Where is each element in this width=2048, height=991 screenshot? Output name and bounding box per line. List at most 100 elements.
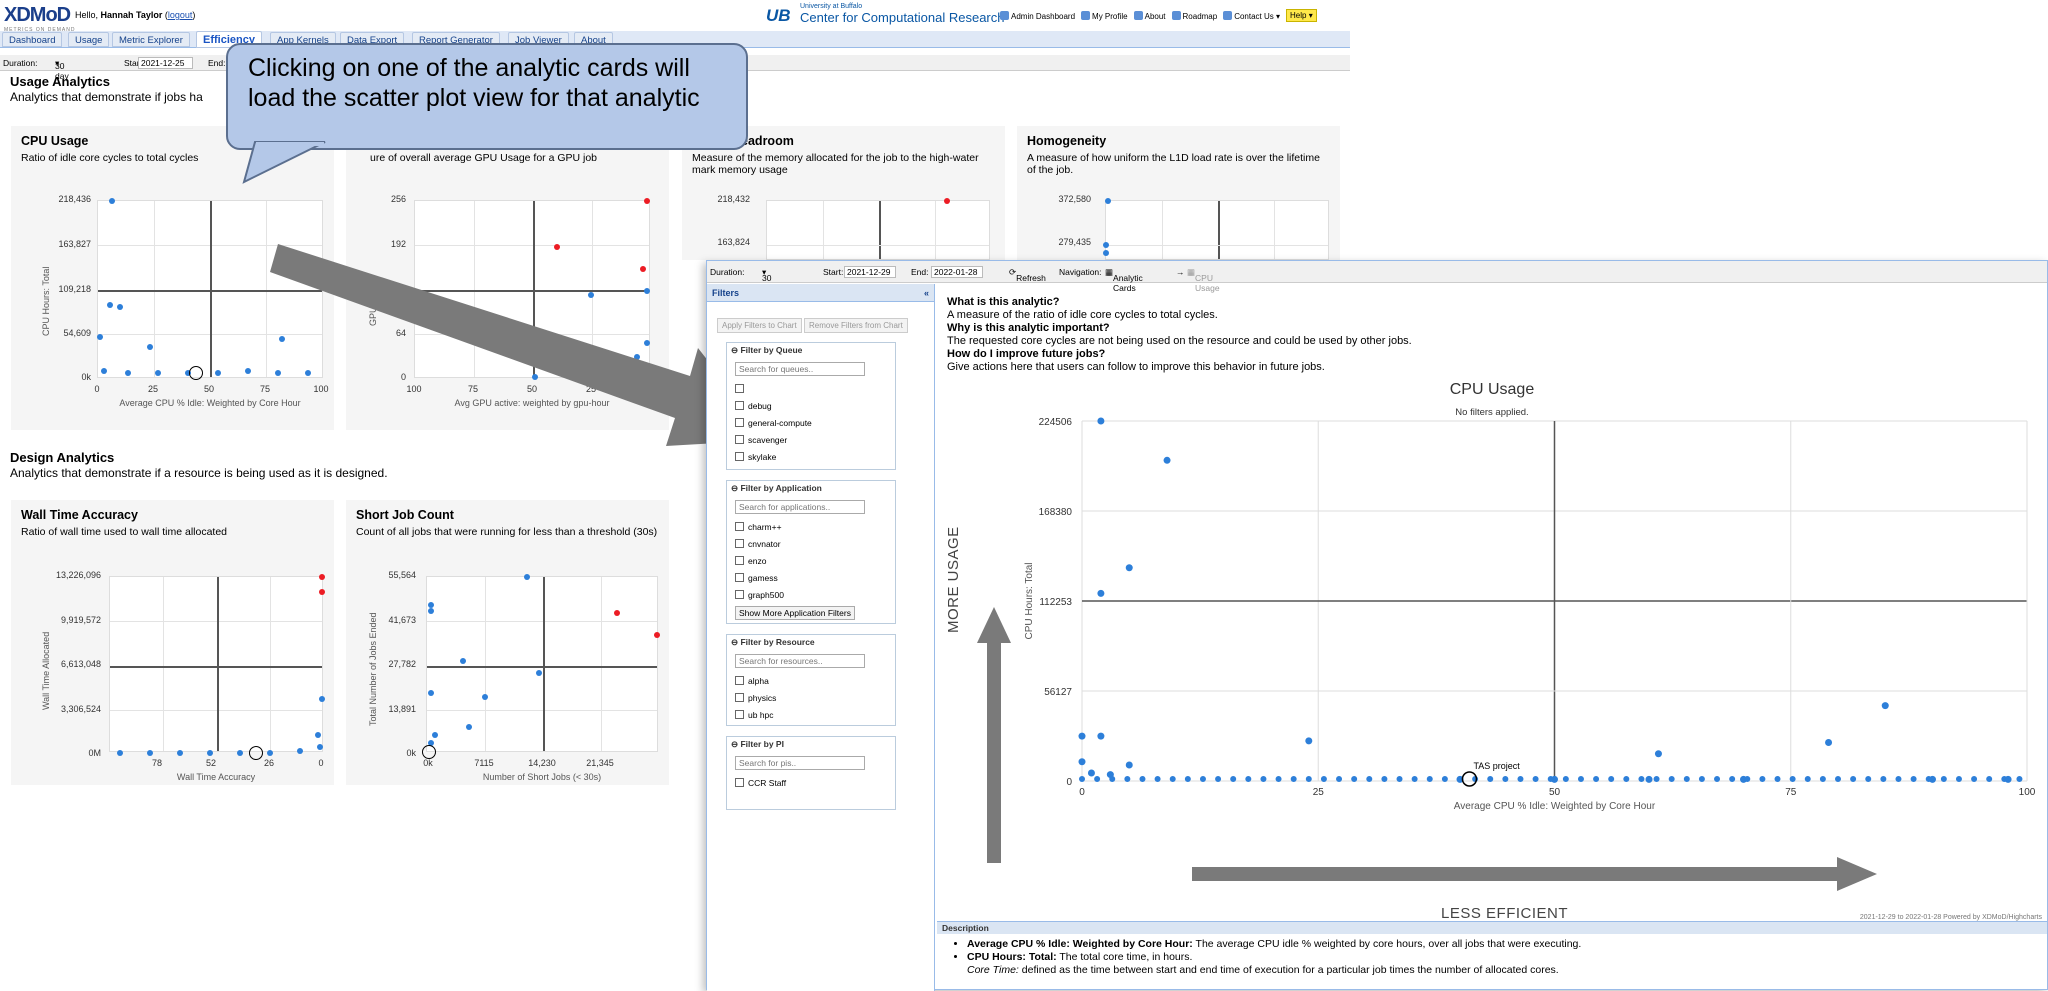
data-point[interactable]: [1608, 776, 1615, 782]
data-point[interactable]: [1290, 776, 1297, 782]
queue-checkbox[interactable]: general-compute: [727, 414, 895, 431]
start-date-input[interactable]: 2021-12-29: [844, 266, 896, 278]
data-point[interactable]: [1881, 702, 1889, 710]
data-point[interactable]: [1184, 776, 1191, 782]
data-point[interactable]: [1472, 776, 1479, 782]
queue-checkbox[interactable]: skylake: [727, 448, 895, 465]
queue-checkbox[interactable]: [727, 380, 895, 397]
data-point[interactable]: [1774, 776, 1781, 782]
resource-checkbox[interactable]: physics: [727, 689, 895, 706]
nav-analytic-cards[interactable]: ▦ Analytic Cards: [1105, 267, 1143, 293]
filter-group-title[interactable]: ⊖ Filter by Resource: [731, 637, 815, 647]
resource-checkbox[interactable]: ub hpc: [727, 706, 895, 723]
data-point[interactable]: [1396, 776, 1403, 782]
filter-group-title[interactable]: ⊖ Filter by Queue: [731, 345, 803, 355]
data-point[interactable]: [1078, 758, 1086, 766]
data-point[interactable]: [1215, 776, 1222, 782]
data-point[interactable]: [1125, 761, 1133, 769]
data-point[interactable]: [1199, 776, 1206, 782]
application-checkbox[interactable]: graph500: [727, 586, 895, 603]
data-point[interactable]: [1097, 732, 1105, 740]
data-point[interactable]: [1668, 776, 1675, 782]
pi-checkbox[interactable]: CCR Staff: [727, 774, 895, 791]
data-point[interactable]: [1940, 776, 1947, 782]
data-point[interactable]: [1169, 776, 1176, 782]
data-point[interactable]: [1305, 737, 1313, 745]
data-point[interactable]: [1441, 776, 1448, 782]
duration-select[interactable]: 30 day ▾: [55, 58, 69, 81]
data-point[interactable]: [1804, 776, 1811, 782]
application-search-input[interactable]: Search for applications..: [735, 500, 865, 514]
tab-metric-explorer[interactable]: Metric Explorer: [112, 32, 190, 47]
data-point[interactable]: [1714, 776, 1721, 782]
data-point[interactable]: [1320, 776, 1327, 782]
data-point[interactable]: [1645, 775, 1653, 783]
data-point[interactable]: [2001, 776, 2008, 782]
data-point[interactable]: [1381, 776, 1388, 782]
data-point[interactable]: [1079, 776, 1085, 782]
application-checkbox[interactable]: gamess: [727, 569, 895, 586]
data-point[interactable]: [1825, 739, 1833, 747]
data-point[interactable]: [1097, 589, 1105, 597]
data-point[interactable]: [1245, 776, 1252, 782]
logout-link[interactable]: logout: [167, 10, 193, 20]
data-point[interactable]: [1547, 776, 1554, 782]
resource-checkbox[interactable]: alpha: [727, 672, 895, 689]
data-point[interactable]: [1078, 732, 1086, 740]
card-wall-time-accuracy[interactable]: Wall Time Accuracy Ratio of wall time us…: [11, 500, 334, 785]
remove-filters-button[interactable]: Remove Filters from Chart: [804, 318, 908, 333]
end-date-input[interactable]: 2022-01-28: [931, 266, 983, 278]
data-point[interactable]: [1638, 776, 1645, 782]
data-point[interactable]: [1087, 769, 1095, 777]
data-point[interactable]: [1880, 776, 1887, 782]
collapse-icon[interactable]: «: [923, 288, 929, 298]
data-point[interactable]: [1819, 776, 1826, 782]
data-point[interactable]: [1623, 776, 1630, 782]
contact-us-link[interactable]: Contact Us ▾: [1223, 10, 1280, 21]
data-point[interactable]: [1109, 776, 1116, 782]
data-point[interactable]: [1895, 776, 1902, 782]
data-point[interactable]: [1487, 776, 1494, 782]
data-point[interactable]: [1124, 776, 1131, 782]
data-point[interactable]: [1653, 776, 1660, 782]
data-point[interactable]: [1925, 776, 1932, 782]
pi-search-input[interactable]: Search for pis..: [735, 756, 865, 770]
data-point[interactable]: [1744, 776, 1751, 782]
data-point[interactable]: [1094, 776, 1101, 782]
data-point[interactable]: [1532, 776, 1539, 782]
data-point[interactable]: [1789, 776, 1796, 782]
data-point[interactable]: [2016, 776, 2023, 782]
application-checkbox[interactable]: cnvnator: [727, 535, 895, 552]
queue-search-input[interactable]: Search for queues..: [735, 362, 865, 376]
roadmap-link[interactable]: Roadmap: [1171, 10, 1217, 21]
refresh-button[interactable]: ⟳ Refresh: [1009, 267, 1046, 283]
data-point[interactable]: [1139, 776, 1146, 782]
data-point[interactable]: [1759, 776, 1766, 782]
data-point[interactable]: [1154, 776, 1161, 782]
data-point[interactable]: [1305, 776, 1312, 782]
resource-search-input[interactable]: Search for resources..: [735, 654, 865, 668]
application-checkbox[interactable]: enzo: [727, 552, 895, 569]
data-point[interactable]: [1986, 776, 1993, 782]
data-point[interactable]: [1426, 776, 1433, 782]
data-point[interactable]: [1230, 776, 1237, 782]
data-point[interactable]: [1955, 776, 1962, 782]
my-profile-link[interactable]: My Profile: [1081, 10, 1128, 21]
data-point[interactable]: [1502, 776, 1509, 782]
tab-dashboard[interactable]: Dashboard: [2, 32, 63, 47]
data-point[interactable]: [1097, 417, 1105, 425]
data-point[interactable]: [1593, 776, 1600, 782]
card-headroom[interactable]: Headroom Measure of the memory allocated…: [682, 126, 1005, 260]
duration-select[interactable]: 30 day ▾: [762, 267, 776, 293]
data-point[interactable]: [1971, 776, 1978, 782]
filter-group-title[interactable]: ⊖ Filter by PI: [731, 739, 784, 749]
data-point[interactable]: [1517, 776, 1524, 782]
show-more-applications-button[interactable]: Show More Application Filters: [735, 606, 855, 620]
card-short-job-count[interactable]: Short Job Count Count of all jobs that w…: [346, 500, 669, 785]
data-point[interactable]: [1275, 776, 1282, 782]
data-point[interactable]: [1910, 776, 1917, 782]
data-point[interactable]: [1366, 776, 1373, 782]
admin-dashboard-link[interactable]: Admin Dashboard: [1000, 10, 1075, 21]
card-cpu-usage[interactable]: CPU Usage Ratio of idle core cycles to t…: [11, 126, 334, 430]
data-point[interactable]: [1850, 776, 1857, 782]
